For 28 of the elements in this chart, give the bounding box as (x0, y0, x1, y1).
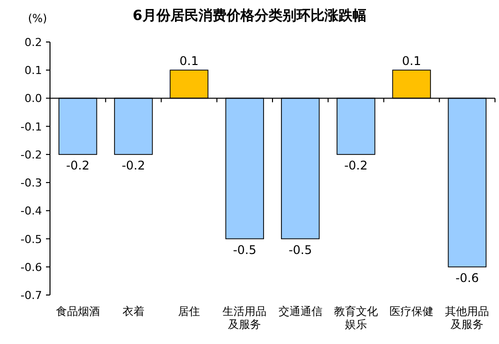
data-label: 0.1 (402, 54, 422, 68)
y-tick-label: 0.0 (24, 92, 42, 106)
y-tick-label: -0.2 (20, 148, 42, 162)
y-tick-label: -0.1 (20, 120, 42, 134)
y-tick-label: 0.2 (24, 36, 42, 49)
y-tick-label: -0.6 (20, 260, 42, 274)
x-tick-label: 居住 (178, 305, 200, 318)
x-tick-label: 衣着 (122, 305, 144, 318)
data-label: -0.2 (122, 158, 146, 172)
y-tick-label: -0.7 (20, 289, 42, 302)
x-tick-label: 其他用品及服务 (445, 305, 490, 332)
data-label: -0.5 (288, 242, 312, 257)
data-label: -0.6 (455, 270, 479, 285)
x-tick-label: 生活用品及服务 (222, 305, 267, 332)
x-tick-label: 教育文化娱乐 (334, 305, 378, 332)
y-tick-label: 0.1 (24, 64, 42, 78)
data-label: -0.2 (344, 158, 368, 172)
y-axis-title: (%) (28, 12, 48, 25)
y-tick-label: -0.5 (20, 232, 42, 246)
data-label: -0.5 (232, 242, 256, 257)
x-tick-label: 交通通信 (278, 305, 322, 318)
data-label: 0.1 (180, 54, 199, 68)
x-tick-label: 食品烟酒 (56, 305, 100, 318)
y-tick-label: -0.4 (20, 204, 42, 218)
y-tick-label: -0.3 (20, 176, 42, 190)
data-label: -0.2 (66, 158, 90, 172)
x-tick-label: 医疗保健 (390, 305, 434, 318)
chart-title: 6月份居民消费价格分类别环比涨跌幅 (132, 8, 366, 24)
